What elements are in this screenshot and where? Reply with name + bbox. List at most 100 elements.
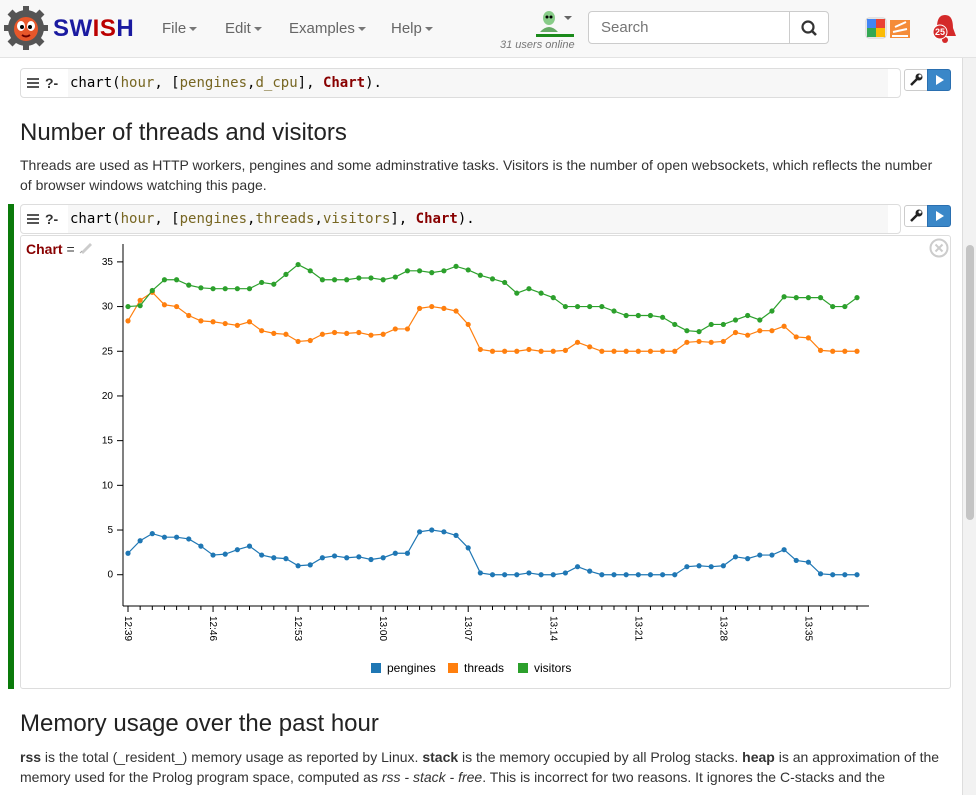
data-point-pengines <box>830 572 836 578</box>
data-point-visitors <box>137 303 143 309</box>
data-point-visitors <box>830 303 836 310</box>
data-point-pengines <box>429 527 435 533</box>
swish-logo-icon[interactable] <box>4 6 48 50</box>
data-point-pengines <box>259 552 265 558</box>
data-point-pengines <box>404 550 411 556</box>
search-input[interactable] <box>588 11 790 44</box>
wrench-icon <box>910 209 923 222</box>
data-point-threads <box>672 348 678 354</box>
x-tick-label: 13:28 <box>717 616 728 641</box>
data-point-visitors <box>684 328 690 334</box>
close-answer-icon[interactable] <box>929 238 949 258</box>
data-point-threads <box>319 331 325 337</box>
section-description-threads: Threads are used as HTTP workers, pengin… <box>20 157 933 193</box>
brand[interactable]: SWISH <box>53 15 135 42</box>
notification-bell-icon[interactable]: 25 <box>930 12 960 46</box>
x-tick-label: 12:46 <box>207 616 218 641</box>
data-point-visitors <box>295 261 301 268</box>
data-point-visitors <box>234 286 240 292</box>
search-button[interactable] <box>789 11 829 44</box>
data-point-threads <box>283 331 289 337</box>
data-point-threads <box>295 338 301 345</box>
page-scrollbar[interactable] <box>962 58 976 795</box>
query-prompt: ?- <box>45 211 59 227</box>
data-point-pengines <box>732 554 739 560</box>
query-cell-1[interactable]: ?- chart(hour, [pengines,d_cpu], Chart). <box>20 68 901 98</box>
menu-icon[interactable] <box>27 213 39 225</box>
query-editor[interactable]: chart(hour, [pengines,d_cpu], Chart). <box>68 69 888 97</box>
login-providers-icon[interactable] <box>864 14 914 42</box>
data-point-threads <box>769 328 775 334</box>
data-point-visitors <box>502 279 508 286</box>
menu-help[interactable]: Help <box>391 20 433 37</box>
query-editor[interactable]: chart(hour, [pengines,threads,visitors],… <box>68 205 888 233</box>
menu-icon[interactable] <box>27 77 39 89</box>
data-point-threads <box>538 348 544 354</box>
data-point-pengines <box>550 572 556 578</box>
data-point-visitors <box>599 303 605 310</box>
data-point-visitors <box>368 275 374 281</box>
data-point-pengines <box>319 555 325 561</box>
data-point-pengines <box>684 564 690 570</box>
data-point-threads <box>137 297 143 303</box>
data-point-threads <box>550 348 556 354</box>
data-point-pengines <box>781 547 787 553</box>
data-point-threads <box>830 348 836 354</box>
data-point-pengines <box>368 556 374 563</box>
data-point-pengines <box>392 550 398 556</box>
data-point-threads <box>234 322 240 328</box>
data-point-visitors <box>526 286 532 292</box>
run-query-button[interactable] <box>927 205 951 227</box>
legend-label-pengines: pengines <box>387 661 436 675</box>
data-point-threads <box>611 348 617 354</box>
data-point-threads <box>708 339 714 345</box>
data-point-pengines <box>805 559 812 565</box>
data-point-threads <box>477 346 483 353</box>
data-point-threads <box>526 346 532 353</box>
pencil-icon[interactable] <box>79 240 95 254</box>
users-online-count: 31 users online <box>500 39 575 51</box>
data-point-threads <box>392 326 398 332</box>
menu-file[interactable]: File <box>162 20 197 37</box>
data-point-visitors <box>611 308 617 314</box>
data-point-pengines <box>356 554 362 560</box>
user-avatar-icon[interactable] <box>536 8 576 38</box>
data-point-threads <box>805 335 812 341</box>
data-point-visitors <box>271 281 277 287</box>
data-point-visitors <box>745 312 751 319</box>
data-point-visitors <box>757 317 763 323</box>
run-query-button[interactable] <box>927 69 951 91</box>
data-point-threads <box>429 303 435 310</box>
data-point-pengines <box>514 572 520 578</box>
query-cell-2[interactable]: ?- chart(hour, [pengines,threads,visitor… <box>20 204 901 234</box>
x-tick-label: 13:07 <box>462 616 473 641</box>
bold-term: stack <box>422 749 459 765</box>
data-point-threads <box>222 320 228 327</box>
menu-examples[interactable]: Examples <box>289 20 366 37</box>
series-line-threads <box>127 291 857 352</box>
text-run: is the total (_resident_) memory usage a… <box>41 749 423 765</box>
data-point-visitors <box>660 314 666 320</box>
query-settings-button[interactable] <box>904 205 928 227</box>
data-point-threads <box>331 329 338 336</box>
section-description-memory: rss is the total (_resident_) memory usa… <box>20 747 940 787</box>
data-point-pengines <box>526 570 532 576</box>
data-point-threads <box>344 330 350 336</box>
legend-label-threads: threads <box>464 661 504 675</box>
data-point-pengines <box>720 563 726 569</box>
data-point-pengines <box>246 543 253 549</box>
data-point-threads <box>356 329 362 336</box>
data-point-threads <box>514 348 520 354</box>
data-point-threads <box>465 321 471 328</box>
query-settings-button[interactable] <box>904 69 928 91</box>
data-point-pengines <box>757 552 763 558</box>
menu-edit[interactable]: Edit <box>225 20 262 37</box>
data-point-pengines <box>745 556 751 562</box>
data-point-pengines <box>174 534 180 540</box>
y-tick-label: 25 <box>102 346 114 357</box>
data-point-threads <box>623 348 629 354</box>
data-point-pengines <box>222 551 228 557</box>
data-point-threads <box>161 302 168 308</box>
scrollbar-thumb[interactable] <box>966 245 974 520</box>
y-tick-label: 30 <box>102 302 114 313</box>
